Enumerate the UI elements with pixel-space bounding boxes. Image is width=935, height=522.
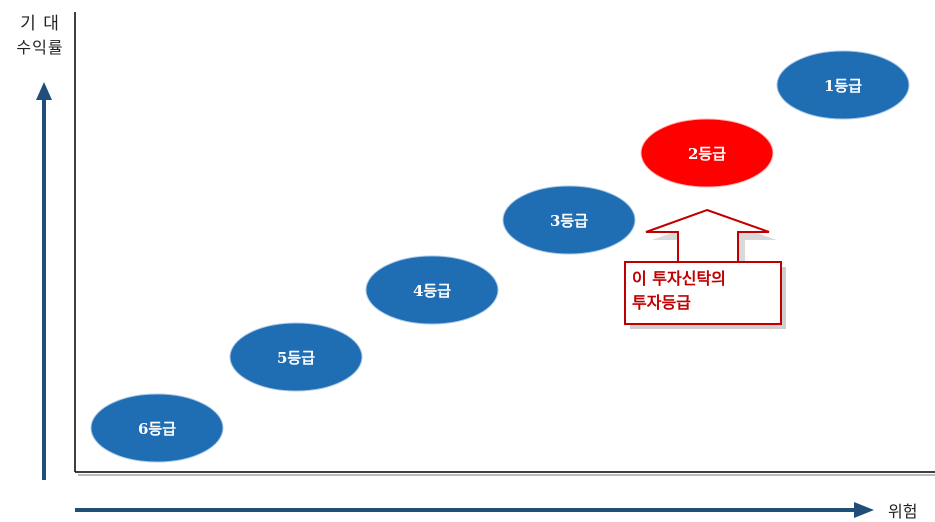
callout-line-2: 투자등급 bbox=[632, 293, 691, 312]
grade-3-ellipse: 3등급 bbox=[502, 185, 636, 255]
grade-6-label: 6등급 bbox=[138, 420, 176, 438]
y-arrow-head bbox=[36, 82, 52, 100]
grade-4-label: 4등급 bbox=[413, 282, 451, 300]
grade-4-ellipse: 4등급 bbox=[365, 255, 499, 325]
grade-5-ellipse: 5등급 bbox=[229, 322, 363, 392]
grade-2-ellipse: 2등급 bbox=[640, 118, 774, 188]
grade-2-label: 2등급 bbox=[688, 145, 726, 163]
callout-line-1: 이 투자신탁의 bbox=[632, 269, 726, 288]
grade-6-ellipse: 6등급 bbox=[90, 393, 224, 463]
callout-text: 이 투자신탁의 투자등급 bbox=[626, 267, 788, 315]
grade-5-label: 5등급 bbox=[277, 349, 315, 367]
callout-box bbox=[624, 261, 782, 325]
x-axis-label: 위험 bbox=[888, 502, 918, 521]
y-axis-label-line-1: 기 대 bbox=[20, 14, 60, 34]
grade-3-label: 3등급 bbox=[550, 212, 588, 230]
x-arrow-head bbox=[854, 502, 874, 518]
y-axis-label-line-2: 수익률 bbox=[16, 38, 64, 57]
grade-1-label: 1등급 bbox=[824, 77, 862, 95]
grade-1-ellipse: 1등급 bbox=[776, 50, 910, 120]
